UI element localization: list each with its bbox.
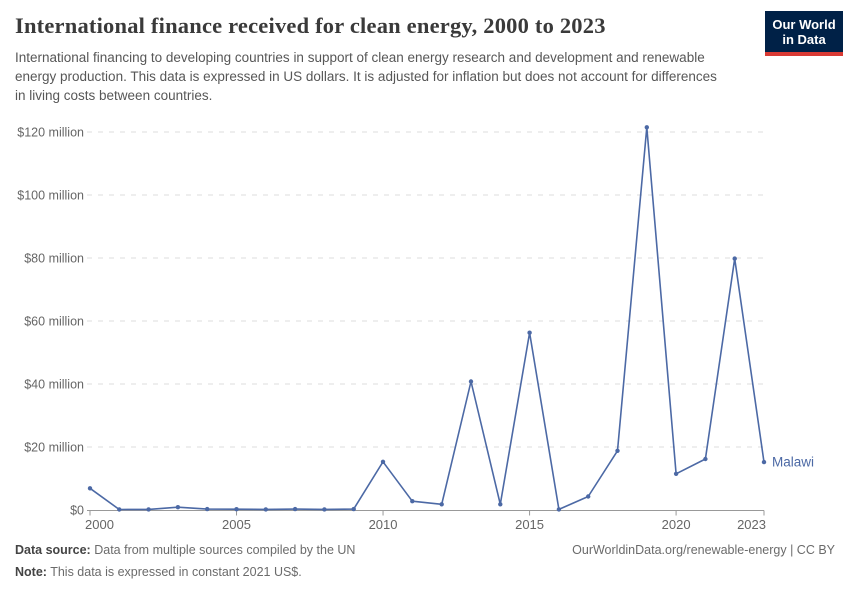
y-tick-label: $60 million bbox=[24, 315, 84, 329]
owid-logo-line1: Our World bbox=[772, 17, 836, 32]
data-point-2010[interactable] bbox=[380, 459, 386, 464]
chart-footer: Data source: Data from multiple sources … bbox=[15, 539, 835, 583]
y-tick-label: $100 million bbox=[17, 189, 84, 203]
owid-logo-line2: in Data bbox=[782, 32, 826, 47]
series-line-malawi bbox=[89, 126, 765, 511]
line-chart[interactable]: $0 $20 million $40 million $60 million $80 m… bbox=[0, 115, 850, 539]
chart-subtitle: International financing to developing co… bbox=[15, 50, 717, 103]
data-point-2012[interactable] bbox=[439, 502, 444, 507]
data-point-2022[interactable] bbox=[732, 256, 737, 261]
data-point-2001[interactable] bbox=[117, 507, 122, 512]
data-point-2006[interactable] bbox=[263, 507, 268, 512]
data-point-2016[interactable] bbox=[556, 507, 562, 512]
data-point-2013[interactable] bbox=[468, 379, 474, 384]
y-tick-label: $20 million bbox=[24, 441, 84, 455]
data-point-2023[interactable] bbox=[761, 459, 767, 465]
data-point-2014[interactable] bbox=[498, 502, 503, 507]
owid-logo: Our World in Data bbox=[765, 11, 843, 56]
data-point-2015[interactable] bbox=[527, 330, 532, 335]
note-label: Note: bbox=[15, 565, 47, 579]
data-point-2004[interactable] bbox=[205, 506, 210, 512]
data-point-2021[interactable] bbox=[703, 456, 708, 462]
x-tick-label: 2010 bbox=[369, 517, 398, 532]
data-point-2017[interactable] bbox=[586, 494, 591, 499]
data-point-2020[interactable] bbox=[673, 471, 679, 476]
series-end-label[interactable]: Malawi bbox=[772, 455, 814, 470]
note-line: Note: This data is expressed in constant… bbox=[15, 561, 355, 583]
y-tick-label: $80 million bbox=[24, 252, 84, 266]
data-source-label: Data source: bbox=[15, 543, 91, 557]
data-point-2019[interactable] bbox=[644, 125, 649, 130]
data-point-2011[interactable] bbox=[410, 499, 415, 504]
x-tick-label: 2020 bbox=[662, 517, 691, 532]
page-title: International finance received for clean… bbox=[15, 13, 606, 38]
data-point-2003[interactable] bbox=[175, 505, 181, 510]
chart-header: International finance received for clean… bbox=[0, 0, 850, 115]
data-source-text: Data from multiple sources compiled by t… bbox=[94, 543, 356, 557]
data-point-2000[interactable] bbox=[87, 486, 93, 491]
y-tick-label: $120 million bbox=[17, 126, 84, 140]
y-tick-label: $0 bbox=[70, 504, 84, 518]
data-point-2008[interactable] bbox=[322, 507, 327, 512]
data-point-2018[interactable] bbox=[615, 448, 620, 453]
x-tick-label: 2000 bbox=[85, 517, 114, 532]
data-point-2007[interactable] bbox=[292, 506, 298, 512]
data-point-2005[interactable] bbox=[234, 507, 239, 512]
data-point-2009[interactable] bbox=[351, 506, 356, 512]
x-tick-label: 2015 bbox=[515, 517, 544, 532]
data-source-line: Data source: Data from multiple sources … bbox=[15, 539, 355, 561]
x-tick-label: 2023 bbox=[737, 517, 766, 532]
owid-license-link[interactable]: OurWorldinData.org/renewable-energy | CC… bbox=[572, 543, 835, 557]
footer-source-note: Data source: Data from multiple sources … bbox=[15, 539, 355, 583]
note-text: This data is expressed in constant 2021 … bbox=[50, 565, 302, 579]
data-point-2002[interactable] bbox=[146, 507, 151, 512]
y-tick-label: $40 million bbox=[24, 378, 84, 392]
x-tick-label: 2005 bbox=[222, 517, 251, 532]
